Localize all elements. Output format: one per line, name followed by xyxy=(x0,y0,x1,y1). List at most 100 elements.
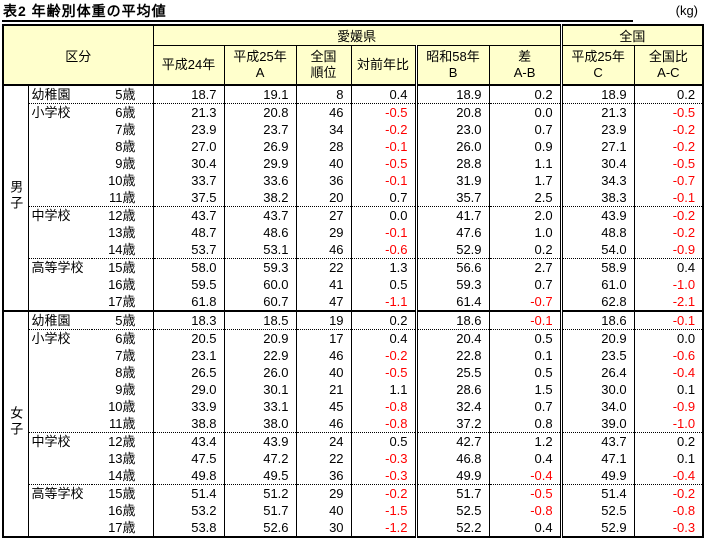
cell-value: 40 xyxy=(296,364,352,381)
cell-value: 56.6 xyxy=(414,258,490,276)
cell-value: -0.2 xyxy=(634,484,704,502)
cell-school xyxy=(28,293,92,311)
cell-value: 47.1 xyxy=(559,450,635,467)
cell-value: 52.9 xyxy=(414,241,490,259)
table-row: 9歳 29.0 30.1 21 1.1 28.6 1.5 30.0 0.1 xyxy=(3,381,704,398)
cell-age: 6歳 xyxy=(92,103,154,121)
cell-value: 42.7 xyxy=(414,432,490,450)
table-row: 17歳 61.8 60.7 47 -1.1 61.4 -0.7 62.8 -2.1 xyxy=(3,293,704,311)
table-row: 10歳 33.9 33.1 45 -0.8 32.4 0.7 34.0 -0.9 xyxy=(3,398,704,415)
cell-value: 59.5 xyxy=(153,276,225,293)
cell-value: 21.3 xyxy=(153,103,225,121)
cell-value: 51.7 xyxy=(414,484,490,502)
table-row: 中学校 12歳 43.4 43.9 24 0.5 42.7 1.2 43.7 0.2 xyxy=(3,432,704,450)
table-row: 女子 幼稚園 5歳 18.3 18.5 19 0.2 18.6 -0.1 18.6 -0.1 xyxy=(3,310,704,537)
cell-value: 38.0 xyxy=(224,415,297,433)
cell-value: 23.9 xyxy=(559,121,635,138)
cell-value: 1.1 xyxy=(351,381,417,398)
table-body: 男子 幼稚園 5歳 18.7 19.1 8 0.4 18.9 0.2 18.9 0.2 小学校 6歳 21… xyxy=(3,85,704,537)
cell-value: 38.2 xyxy=(224,189,297,207)
table-row: 11歳 38.8 38.0 46 -0.8 37.2 0.8 39.0 -1.0 xyxy=(3,415,704,433)
cell-value: 27.0 xyxy=(153,138,225,155)
cell-value: 23.1 xyxy=(153,347,225,364)
cell-value: 58.9 xyxy=(559,258,635,276)
cell-value: 46 xyxy=(296,241,352,259)
header-label: 平成24年 xyxy=(161,57,216,72)
cell-value: -0.3 xyxy=(351,450,417,467)
cell-value: 49.8 xyxy=(153,467,225,485)
cell-value: 33.6 xyxy=(224,172,297,189)
cell-value: -0.5 xyxy=(489,484,562,502)
cell-value: 48.8 xyxy=(559,224,635,241)
cell-value: 20.9 xyxy=(224,329,297,347)
table-row: 8歳 27.0 26.9 28 -0.1 26.0 0.9 27.1 -0.2 xyxy=(3,138,704,155)
cell-age: 11歳 xyxy=(92,189,154,207)
cell-value: 20 xyxy=(296,189,352,207)
header-col-s58b: 昭和58年 B xyxy=(414,45,490,86)
table-row: 高等学校 15歳 58.0 59.3 22 1.3 56.6 2.7 58.9 0.4 xyxy=(3,258,704,276)
cell-value: 39.0 xyxy=(559,415,635,433)
cell-value: 0.4 xyxy=(351,85,417,104)
cell-age: 11歳 xyxy=(92,415,154,433)
cell-value: 36 xyxy=(296,467,352,485)
cell-value: 43.7 xyxy=(559,432,635,450)
cell-age: 13歳 xyxy=(92,224,154,241)
cell-value: -2.1 xyxy=(634,293,704,311)
cell-value: 51.4 xyxy=(559,484,635,502)
cell-value: -0.1 xyxy=(351,138,417,155)
cell-value: 8 xyxy=(296,85,352,104)
cell-value: 22 xyxy=(296,450,352,467)
gender-label: 男子 xyxy=(3,85,29,311)
table-row: 9歳 30.4 29.9 40 -0.5 28.8 1.1 30.4 -0.5 xyxy=(3,155,704,172)
cell-value: 21.3 xyxy=(559,103,635,121)
cell-value: 20.4 xyxy=(414,329,490,347)
cell-value: 52.5 xyxy=(559,502,635,519)
cell-value: 30.4 xyxy=(153,155,225,172)
cell-value: -0.8 xyxy=(489,502,562,519)
cell-value: 30 xyxy=(296,519,352,537)
header-group-ehime: 愛媛県 xyxy=(152,24,562,46)
cell-value: 17 xyxy=(296,329,352,347)
cell-value: -0.8 xyxy=(351,398,417,415)
cell-value: 19 xyxy=(296,310,352,330)
cell-value: 59.3 xyxy=(414,276,490,293)
cell-value: -0.2 xyxy=(351,484,417,502)
table-row: 中学校 12歳 43.7 43.7 27 0.0 41.7 2.0 43.9 -0.2 xyxy=(3,206,704,224)
cell-value: 1.1 xyxy=(489,155,562,172)
cell-age: 13歳 xyxy=(92,450,154,467)
table-row: 16歳 59.5 60.0 41 0.5 59.3 0.7 61.0 -1.0 xyxy=(3,276,704,293)
header-label: 平成25年 xyxy=(233,49,287,64)
cell-value: 0.0 xyxy=(634,329,704,347)
cell-value: 41 xyxy=(296,276,352,293)
cell-value: 47.2 xyxy=(224,450,297,467)
cell-value: -0.4 xyxy=(489,467,562,485)
cell-age: 16歳 xyxy=(92,502,154,519)
cell-age: 7歳 xyxy=(92,121,154,138)
cell-value: 0.5 xyxy=(489,364,562,381)
cell-value: -0.5 xyxy=(351,364,417,381)
cell-school xyxy=(28,241,92,259)
cell-value: 27.1 xyxy=(559,138,635,155)
cell-value: 0.5 xyxy=(351,432,417,450)
cell-school xyxy=(28,347,92,364)
cell-value: 52.5 xyxy=(414,502,490,519)
header-sublabel: B xyxy=(448,65,458,80)
cell-value: -0.9 xyxy=(634,398,704,415)
cell-value: 29 xyxy=(296,484,352,502)
cell-value: 49.9 xyxy=(414,467,490,485)
cell-value: 19.1 xyxy=(224,85,297,104)
cell-value: 53.1 xyxy=(224,241,297,259)
table-row: 13歳 47.5 47.2 22 -0.3 46.8 0.4 47.1 0.1 xyxy=(3,450,704,467)
cell-value: 21 xyxy=(296,381,352,398)
cell-value: 45 xyxy=(296,398,352,415)
cell-school xyxy=(28,398,92,415)
cell-value: -0.4 xyxy=(634,467,704,485)
cell-value: -0.1 xyxy=(634,310,704,330)
cell-value: 0.4 xyxy=(489,450,562,467)
cell-value: -0.1 xyxy=(634,189,704,207)
cell-value: 26.0 xyxy=(224,364,297,381)
cell-value: 23.0 xyxy=(414,121,490,138)
cell-value: 47.5 xyxy=(153,450,225,467)
cell-value: 18.6 xyxy=(559,310,635,330)
cell-value: 1.2 xyxy=(489,432,562,450)
